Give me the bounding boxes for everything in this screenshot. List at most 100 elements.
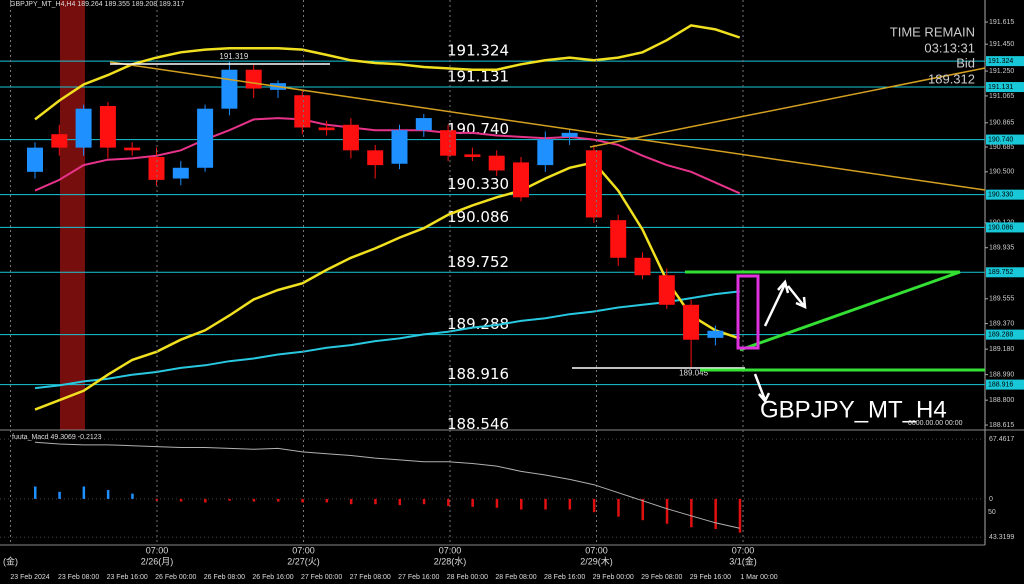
projection-box (736, 274, 760, 350)
day-time: 07:00 (292, 545, 315, 555)
y-tick-label: 189.555 (989, 296, 1014, 303)
macd-bar (592, 498, 596, 513)
bid-label: Bid (956, 55, 975, 70)
macd-bar (617, 498, 620, 517)
x-tick-label: 27 Feb 08:00 (350, 574, 391, 581)
x-tick-label: 28 Feb 16:00 (544, 574, 585, 581)
candle-body (391, 130, 408, 164)
macd-bar (82, 486, 86, 499)
day-date: (金) (3, 555, 18, 566)
macd-bar (131, 493, 134, 499)
candle-body (27, 147, 43, 172)
x-tick-label: 28 Feb 08:00 (495, 574, 536, 581)
macd-bar (301, 498, 304, 503)
day-time: 07:00 (439, 545, 462, 555)
macd-bar (349, 498, 353, 505)
level-box (986, 379, 1024, 390)
y-tick-label: 189.370 (989, 320, 1014, 327)
y-tick-label: 191.065 (989, 93, 1014, 100)
candle-body (318, 127, 335, 131)
level-label: 190.330 (447, 175, 509, 193)
level-label: 189.752 (447, 253, 509, 271)
candle-body (707, 330, 724, 338)
candle-body (197, 108, 214, 168)
level-box (986, 329, 1024, 340)
x-tick-label: 26 Feb 00:00 (155, 574, 196, 581)
chart-title: GBPJPY_MT_H4 (760, 396, 947, 423)
low-label: 189.045 (679, 368, 708, 377)
indicator-line (34, 117, 741, 195)
candle-body (342, 124, 359, 151)
y-tick-label: 188.615 (989, 422, 1014, 429)
level-label: 191.131 (447, 68, 509, 86)
candle-body (172, 167, 189, 179)
candle-body (610, 220, 627, 258)
x-tick-label: 26 Feb 16:00 (252, 574, 293, 581)
day-time: 07:00 (585, 545, 608, 555)
x-tick-label: 28 Feb 00:00 (447, 574, 488, 581)
day-date: 2/29(木) (580, 555, 613, 566)
countdown: 03:13:31 (924, 40, 975, 55)
level-axis-label: 190.330 (988, 191, 1013, 198)
macd-bar (374, 498, 377, 505)
macd-line (34, 441, 740, 529)
y-tick-label: 190.685 (989, 144, 1014, 151)
macd-bar (398, 498, 401, 506)
y-tick-label: 191.450 (989, 41, 1014, 48)
day-time: 07:00 (146, 545, 169, 555)
macd-tick-label: 43.3199 (989, 534, 1014, 541)
macd-bar (641, 498, 644, 521)
y-tick-label: 189.180 (989, 346, 1014, 353)
x-tick-label: 29 Feb 08:00 (641, 574, 682, 581)
candle-body (585, 150, 602, 218)
level-box (986, 134, 1024, 145)
candle-body (75, 108, 92, 148)
macd-tick-label: 67.4617 (989, 436, 1014, 443)
x-tick-label: 27 Feb 16:00 (398, 574, 439, 581)
x-tick-label: 1 Mar 00:00 (740, 574, 777, 581)
macd-bar (58, 491, 61, 499)
candle-body (658, 275, 675, 305)
macd-bar (714, 498, 717, 530)
candle-body (488, 155, 505, 171)
y-tick-label: 190.865 (989, 120, 1014, 127)
level-box (986, 267, 1024, 278)
day-time: 07:00 (732, 545, 755, 555)
macd-bar (520, 498, 523, 510)
macd-bar (447, 498, 450, 507)
level-label: 188.916 (447, 365, 509, 383)
macd-bar (568, 498, 572, 510)
footer-time: 0000.00.00 00:00 (908, 420, 963, 427)
arrows (753, 279, 807, 404)
candle-body (221, 69, 238, 109)
trend-line (109, 61, 986, 191)
level-axis-label: 190.086 (988, 224, 1013, 231)
candle-body (294, 95, 311, 128)
candle-body (440, 130, 457, 156)
candle-body (148, 157, 165, 180)
session-band (60, 0, 85, 430)
candle-body (124, 147, 141, 151)
level-box (986, 189, 1024, 200)
macd-bar (34, 486, 37, 499)
x-tick-label: 23 Feb 16:00 (107, 574, 148, 581)
level-axis-label: 191.324 (988, 58, 1013, 65)
macd-bar (544, 498, 547, 510)
x-tick-label: 29 Feb 16:00 (690, 574, 731, 581)
day-date: 2/26(月) (141, 556, 174, 566)
level-axis-label: 191.131 (988, 84, 1013, 91)
level-axis-label: 189.288 (988, 331, 1013, 338)
macd-bar (204, 498, 207, 503)
y-tick-label: 191.250 (989, 68, 1014, 75)
candle-body (513, 162, 529, 198)
macd-bar (179, 498, 183, 502)
macd-bar (106, 490, 110, 499)
macd-bar (155, 498, 158, 501)
y-tick-label: 189.935 (989, 245, 1014, 252)
level-box (986, 82, 1024, 93)
macd-tick-label: 0 (989, 496, 993, 503)
candle-body (537, 139, 554, 166)
pattern-line (739, 270, 961, 352)
